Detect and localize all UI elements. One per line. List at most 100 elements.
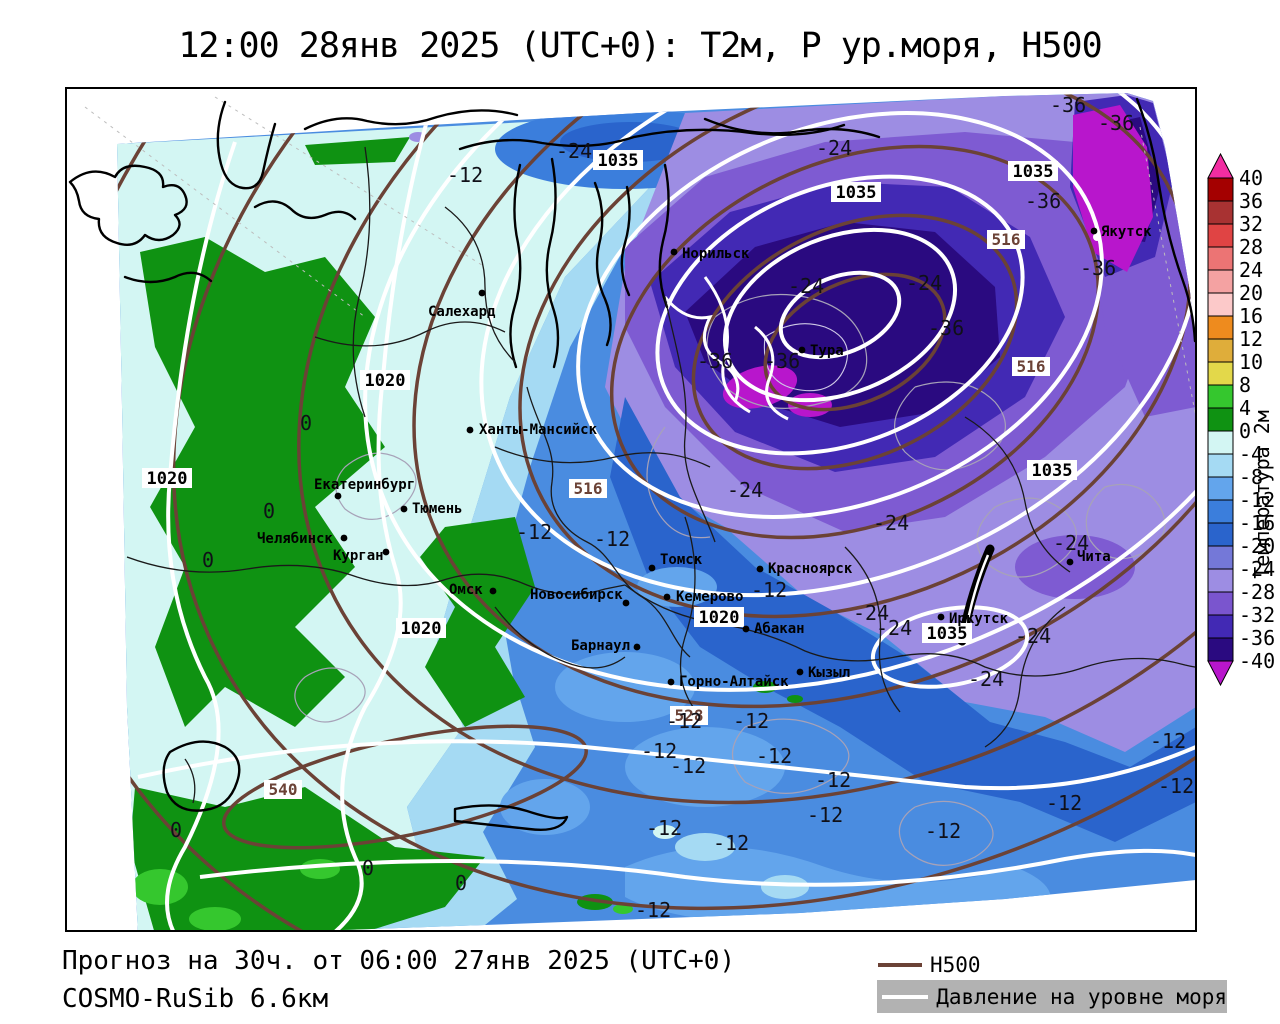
legend-h500: H500 xyxy=(878,952,981,978)
city-label: Якутск xyxy=(1101,224,1152,240)
colorbar-band xyxy=(1207,315,1234,340)
colorbar-band xyxy=(1207,200,1234,225)
pressure-label: 1035 xyxy=(836,183,877,203)
h500-contour-labels: 540 528 516 516 516 xyxy=(264,230,1050,799)
city-dot xyxy=(648,564,656,572)
city-label: Томск xyxy=(660,552,703,568)
city-label: Новосибирск xyxy=(530,587,623,603)
colorbar-tick-label: -28 xyxy=(1239,580,1275,604)
pressure-label: 1035 xyxy=(927,624,968,644)
colorbar-tick-label: 0 xyxy=(1239,419,1251,443)
colorbar-band xyxy=(1207,269,1234,294)
colorbar-band xyxy=(1207,591,1234,616)
colorbar-band xyxy=(1207,430,1234,455)
temperature-label: 0 xyxy=(300,411,312,435)
temperature-label: -12 xyxy=(815,768,851,792)
pressure-label: 1035 xyxy=(598,151,639,171)
temperature-label: 0 xyxy=(170,818,182,842)
h500-label: 516 xyxy=(1017,357,1046,376)
temperature-label: -24 xyxy=(556,139,592,163)
temperature-label: -12 xyxy=(447,163,483,187)
h500-label: 540 xyxy=(269,780,298,799)
city-label: Кызыл xyxy=(808,665,850,681)
temperature-label: 0 xyxy=(455,871,467,895)
legend-pressure: Давление на уровне моря xyxy=(877,980,1227,1013)
city-label: Салехард xyxy=(428,304,496,320)
temperature-label: -12 xyxy=(641,739,677,763)
city-markers: Норильск Салехард Ханты-Мансийск Екатеринбу… xyxy=(257,224,1152,690)
temperature-label: -12 xyxy=(807,803,843,827)
colorbar-band xyxy=(1207,545,1234,570)
temperature-label: -24 xyxy=(906,271,942,295)
city-dot xyxy=(798,346,806,354)
pressure-label-box xyxy=(396,618,446,638)
colorbar-band xyxy=(1207,384,1234,409)
colorbar-band xyxy=(1207,499,1234,524)
temperature-label: -36 xyxy=(1050,93,1086,117)
h500-label-box xyxy=(1012,357,1050,376)
h500-line-sample xyxy=(878,963,922,967)
colorbar-tick-label: 12 xyxy=(1239,327,1263,351)
temperature-label: -12 xyxy=(1046,791,1082,815)
colorbar-tick-label: -24 xyxy=(1239,557,1275,581)
temperature-label: -24 xyxy=(727,478,763,502)
city-dot xyxy=(334,492,342,500)
colorbar-tick-label: -32 xyxy=(1239,603,1275,627)
page-title: 12:00 28янв 2025 (UTC+0): Т2м, P ур.моря… xyxy=(178,26,1102,66)
colorbar-band xyxy=(1207,407,1234,432)
colorbar-band xyxy=(1207,292,1234,317)
h500-legend-label: H500 xyxy=(930,953,981,977)
h500-label-box xyxy=(264,780,302,799)
colorbar-tick-label: 32 xyxy=(1239,212,1263,236)
city-dot xyxy=(670,248,678,256)
colorbar-canvas: 403632282420161210840-4-8-12-16-20-24-28… xyxy=(1207,152,1275,687)
temperature-label: -36 xyxy=(928,316,964,340)
temperature-label: -12 xyxy=(925,819,961,843)
temperature-label: -36 xyxy=(1080,256,1116,280)
h500-label: 516 xyxy=(574,479,603,498)
colorbar-band xyxy=(1207,568,1234,593)
city-label: Курган xyxy=(333,548,384,564)
colorbar-tick-label: -36 xyxy=(1239,626,1275,650)
colorbar-title: Температура 2м xyxy=(1250,410,1274,579)
h500-label: 516 xyxy=(992,230,1021,249)
colorbar-tick-label: 36 xyxy=(1239,189,1263,213)
city-dot xyxy=(340,534,348,542)
city-dot xyxy=(622,599,630,607)
temperature-label: -12 xyxy=(516,520,552,544)
colorbar-over-arrow xyxy=(1207,152,1234,179)
temperature-label: -24 xyxy=(873,511,909,535)
colorbar-band xyxy=(1207,223,1234,248)
forecast-info: Прогноз на 30ч. от 06:00 27янв 2025 (UTC… xyxy=(62,946,736,976)
temperature-label: 0 xyxy=(263,499,275,523)
city-dot xyxy=(478,289,486,297)
h500-label-box xyxy=(569,479,607,498)
city-label: Абакан xyxy=(754,621,805,637)
pressure-label-box xyxy=(1027,460,1077,480)
city-label: Тюмень xyxy=(412,501,463,517)
colorbar-tick-label: 24 xyxy=(1239,258,1263,282)
city-label: Иркутск xyxy=(949,611,1009,627)
pressure-label: 1020 xyxy=(147,469,188,489)
colorbar-tick-label: 10 xyxy=(1239,350,1263,374)
colorbar-tick-label: -4 xyxy=(1239,442,1263,466)
pressure-label-box xyxy=(694,607,744,627)
city-dot xyxy=(466,426,474,434)
temperature-label: -12 xyxy=(1158,774,1194,798)
h500-label-box xyxy=(987,230,1025,249)
pressure-label-box xyxy=(360,370,410,390)
temperature-label: 0 xyxy=(362,856,374,880)
pressure-legend-label: Давление на уровне моря xyxy=(936,984,1227,1009)
colorbar-band xyxy=(1207,614,1234,639)
colorbar-tick-label: -12 xyxy=(1239,488,1275,512)
colorbar-band xyxy=(1207,476,1234,501)
pressure-label-box xyxy=(922,623,972,643)
temperature-label: -12 xyxy=(670,754,706,778)
temperature-label: -36 xyxy=(697,349,733,373)
pressure-label-box xyxy=(831,182,881,202)
colorbar-tick-label: 8 xyxy=(1239,373,1251,397)
colorbar-tick-label: -40 xyxy=(1239,649,1275,673)
colorbar-tick-label: 40 xyxy=(1239,166,1263,190)
temperature-label: -12 xyxy=(713,831,749,855)
pressure-label-box xyxy=(593,150,643,170)
